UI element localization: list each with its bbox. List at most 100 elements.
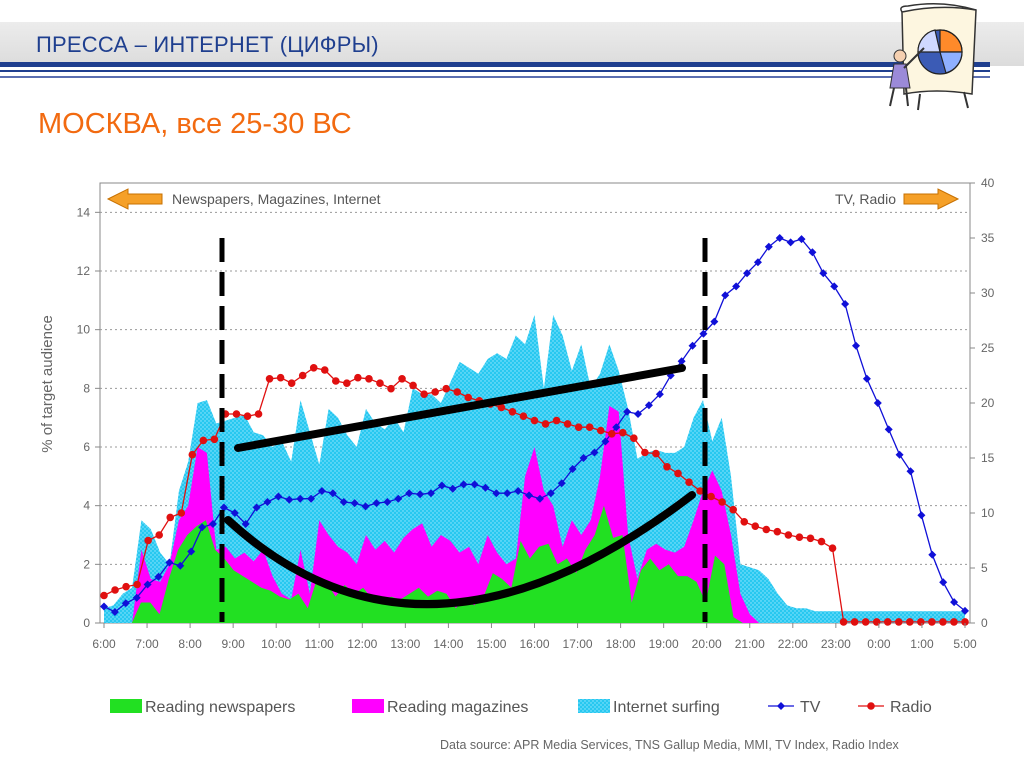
legend-label: TV — [800, 699, 821, 716]
page-title: ПРЕССА – ИНТЕРНЕТ (ЦИФРЫ) — [36, 32, 379, 57]
y-tick-label: 10 — [77, 323, 91, 337]
point-radio — [188, 450, 197, 459]
point-radio — [199, 436, 208, 445]
trend-curve-lower — [224, 491, 696, 609]
point-radio — [817, 537, 826, 546]
point-tv — [219, 503, 228, 512]
point-tv — [198, 523, 207, 532]
point-tv — [797, 235, 806, 244]
point-radio — [144, 536, 152, 545]
point-radio — [100, 591, 108, 600]
point-radio — [839, 618, 848, 626]
x-tick-label: 9:00 — [221, 637, 245, 651]
point-tv — [448, 484, 457, 493]
point-radio — [596, 426, 605, 435]
page-subtitle: МОСКВА, все 25-30 ВС — [38, 108, 352, 140]
point-radio — [939, 618, 947, 626]
point-tv — [252, 503, 261, 512]
annotation-right: TV, Radio — [835, 191, 896, 207]
header-stripe — [0, 62, 990, 67]
axes: 0 2 4 6 8 10 12 14 0 5 10 15 20 25 30 35 40 6:00 7:00 8:00 9… — [77, 176, 995, 651]
point-tv — [372, 499, 381, 508]
point-tv — [154, 572, 163, 581]
point-tv — [732, 282, 741, 291]
point-tv — [296, 494, 305, 503]
x-tick-label: 11:00 — [305, 637, 334, 651]
point-radio — [387, 384, 395, 393]
point-tv — [764, 242, 773, 251]
x-tick-label: 23:00 — [821, 637, 851, 651]
point-radio — [696, 487, 704, 495]
point-radio — [177, 509, 186, 517]
point-tv — [535, 494, 544, 503]
point-radio — [685, 478, 693, 487]
point-radio — [365, 375, 373, 383]
point-radio — [585, 423, 594, 432]
point-tv — [852, 341, 861, 350]
point-radio — [254, 410, 263, 418]
point-radio — [619, 428, 627, 437]
point-tv — [841, 300, 850, 308]
point-tv — [394, 494, 403, 503]
x-tick-label: 8:00 — [178, 637, 202, 651]
point-radio — [541, 420, 550, 428]
x-tick-label: 19:00 — [649, 637, 679, 651]
point-tv — [688, 341, 697, 350]
point-radio — [332, 377, 340, 385]
point-radio — [320, 366, 329, 374]
point-radio — [674, 469, 682, 478]
point-tv — [557, 479, 566, 488]
point-tv — [525, 491, 534, 500]
point-tv — [786, 238, 795, 247]
point-tv — [655, 390, 664, 399]
point-radio — [751, 522, 760, 530]
line-series — [100, 234, 969, 626]
point-radio — [607, 430, 616, 438]
point-radio — [210, 435, 219, 444]
point-radio — [729, 505, 737, 514]
point-tv — [285, 495, 294, 504]
direction-arrow-left — [106, 188, 163, 210]
point-radio — [464, 393, 473, 402]
y2-tick-label: 15 — [981, 451, 995, 465]
trend-line-upper — [234, 364, 686, 452]
point-tv — [623, 407, 632, 416]
point-tv — [644, 401, 653, 410]
direction-arrow-right — [903, 188, 960, 210]
point-tv — [568, 465, 577, 473]
point-radio — [376, 379, 384, 388]
point-tv — [339, 498, 348, 506]
y-tick-label: 2 — [83, 557, 90, 571]
x-tick-label: 10:00 — [261, 637, 291, 651]
legend-label: Radio — [890, 699, 932, 716]
area-reading-newspapers — [104, 505, 965, 623]
point-radio — [883, 618, 892, 626]
point-tv — [710, 317, 719, 326]
legend-label: Reading newspapers — [145, 699, 295, 716]
point-radio — [652, 449, 660, 458]
point-tv — [230, 509, 239, 517]
y-tick-label: 6 — [83, 440, 90, 454]
point-radio — [354, 373, 362, 382]
point-radio — [928, 618, 936, 626]
point-tv — [677, 357, 686, 366]
point-tv — [459, 480, 468, 489]
point-radio — [398, 375, 406, 383]
legend-marker — [867, 702, 875, 710]
y2-tick-label: 5 — [981, 561, 988, 575]
point-tv — [383, 498, 392, 506]
y2-tick-label: 40 — [981, 176, 995, 190]
point-tv — [601, 437, 610, 446]
y2-tick-label: 10 — [981, 506, 995, 520]
point-tv — [862, 374, 871, 383]
overlay-annotations — [219, 238, 708, 622]
x-tick-label: 7:00 — [135, 637, 159, 651]
x-tick-label: 6:00 — [92, 637, 116, 651]
point-tv — [753, 258, 762, 267]
point-radio — [431, 388, 439, 396]
point-tv — [514, 487, 523, 495]
point-tv — [895, 450, 904, 459]
point-tv — [939, 578, 948, 587]
point-tv — [928, 550, 937, 559]
point-radio — [574, 423, 583, 432]
